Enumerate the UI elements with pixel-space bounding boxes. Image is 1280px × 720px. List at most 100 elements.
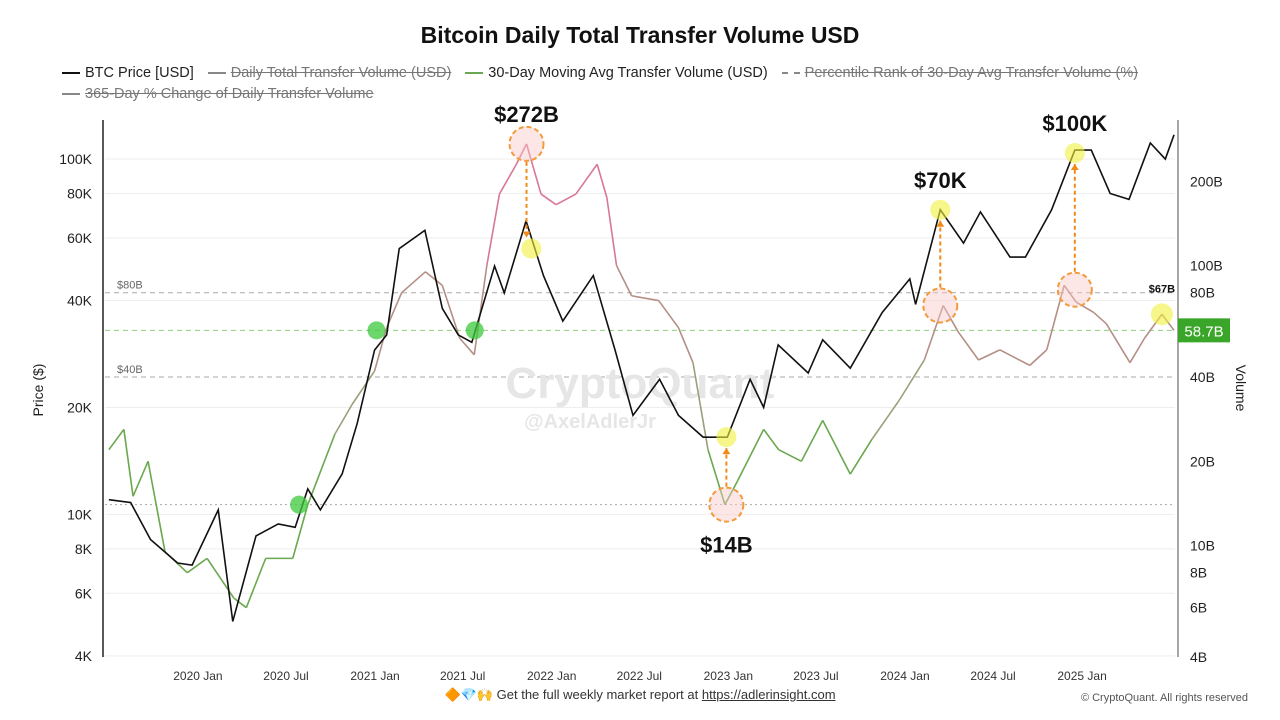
legend-label: 30-Day Moving Avg Transfer Volume (USD)	[488, 65, 768, 81]
annotation-label: $100K	[1042, 111, 1107, 136]
legend-swatch	[62, 93, 80, 96]
volume-ma-segment	[515, 143, 528, 165]
volume-ma-segment	[1029, 349, 1048, 366]
y-left-tick-label: 100K	[59, 151, 92, 167]
legend-label: BTC Price [USD]	[85, 65, 194, 81]
volume-ma-segment	[800, 419, 824, 462]
btc-price-line	[108, 134, 1175, 622]
volume-ma-segment	[108, 428, 125, 451]
volume-ma-segment	[291, 504, 309, 559]
y-right-tick-label: 20B	[1190, 453, 1215, 469]
volume-ma-segment	[401, 271, 426, 294]
price-highlight-circle	[1064, 143, 1085, 164]
volume-ma-segment	[459, 337, 475, 356]
volume-ma-segment	[736, 429, 765, 482]
y-right-tick-label: 6B	[1190, 600, 1207, 616]
cross-point-marker	[367, 321, 386, 340]
price-highlight-circle	[716, 427, 737, 448]
y-left-tick-label: 6K	[75, 585, 93, 601]
x-tick-label: 2024 Jan	[880, 669, 929, 683]
y-right-tick-label: 100B	[1190, 258, 1223, 274]
volume-highlight-circle	[1056, 271, 1093, 308]
watermark-handle: @AxelAdlerJr	[524, 411, 656, 433]
volume-ma-segment	[555, 193, 577, 206]
x-tick-label: 2023 Jul	[793, 669, 838, 683]
volume-ma-segment	[1105, 323, 1131, 364]
volume-ma-segment	[147, 461, 166, 552]
volume-ma-segment	[525, 143, 542, 195]
footer-emoji: 🔶💎🙌	[444, 687, 494, 702]
legend-label: Daily Total Transfer Volume (USD)	[230, 65, 452, 81]
price-highlight-circle	[521, 238, 542, 259]
legend-item[interactable]: Daily Total Transfer Volume (USD)	[207, 63, 452, 84]
arrow-head	[522, 231, 531, 238]
y-right-tick-label: 200B	[1190, 173, 1223, 189]
legend-item[interactable]: 30-Day Moving Avg Transfer Volume (USD)	[465, 63, 768, 84]
x-tick-label: 2025 Jan	[1057, 669, 1106, 683]
x-tick-label: 2022 Jan	[527, 669, 576, 683]
volume-ma-segment	[707, 449, 726, 505]
volume-ma-segment	[441, 285, 461, 339]
y-left-tick-label: 8K	[75, 541, 93, 557]
annotation-label: $70K	[914, 168, 967, 193]
volume-ma-segment	[245, 558, 267, 608]
watermark: CryptoQuant	[506, 359, 775, 408]
y-left-tick-label: 60K	[67, 230, 93, 246]
copyright: © CryptoQuant. All rights reserved	[1080, 692, 1248, 704]
volume-highlight-circle	[708, 486, 745, 523]
legend-swatch	[62, 72, 80, 75]
volume-ma-segment	[1045, 285, 1065, 351]
x-tick-label: 2020 Jul	[263, 669, 308, 683]
current-value-badge	[1178, 318, 1230, 343]
volume-ma-segment	[724, 480, 739, 506]
cross-point-marker	[465, 321, 484, 340]
volume-ma-segment	[424, 271, 443, 286]
volume-ma-segment	[871, 399, 900, 440]
legend-label: Percentile Rank of 30-Day Avg Transfer V…	[804, 65, 1139, 81]
volume-ma-segment	[778, 448, 802, 462]
volume-ma-segment	[1075, 301, 1095, 314]
volume-ma-segment	[596, 164, 608, 198]
volume-ma-segment	[373, 327, 388, 372]
volume-ma-segment	[123, 429, 134, 497]
volume-ma-segment	[606, 197, 618, 266]
price-highlight-circle	[1150, 303, 1173, 326]
volume-ma-segment	[186, 557, 208, 574]
volume-ma-segment	[631, 294, 659, 302]
footer-link[interactable]: https://adlerinsight.com	[701, 687, 836, 702]
volume-ma-segment	[999, 349, 1031, 367]
volume-ma-segment	[473, 265, 488, 355]
volume-ma-segment	[821, 419, 851, 475]
arrow-head	[1070, 164, 1079, 171]
volume-ma-segment	[763, 428, 780, 451]
legend-item[interactable]: Percentile Rank of 30-Day Avg Transfer V…	[781, 63, 1139, 84]
y-right-tick-label: 8B	[1190, 565, 1207, 581]
volume-ma-segment	[351, 370, 376, 405]
legend-item[interactable]: BTC Price [USD]	[62, 63, 194, 84]
y-right-tick-label: 40B	[1190, 369, 1215, 385]
x-tick-label: 2021 Jan	[350, 669, 399, 683]
legend: BTC Price [USD] Daily Total Transfer Volu…	[62, 63, 1242, 105]
annotation-label: $14B	[700, 533, 753, 558]
legend-swatch	[465, 72, 484, 75]
chart-title: Bitcoin Daily Total Transfer Volume USD	[420, 22, 860, 48]
legend-item[interactable]: 365-Day % Change of Daily Transfer Volum…	[62, 84, 374, 105]
y-left-tick-label: 40K	[67, 292, 93, 308]
cross-point-marker	[290, 495, 309, 514]
volume-ma-segment	[1093, 311, 1107, 325]
legend-swatch	[207, 72, 226, 75]
y-right-tick-label: 10B	[1190, 538, 1215, 554]
volume-ma-segment	[898, 359, 925, 401]
y-left-axis-title: Price ($)	[30, 364, 46, 417]
arrow-head	[722, 448, 731, 455]
y-left-tick-label: 10K	[67, 506, 93, 522]
volume-ma-segment	[307, 433, 336, 505]
volume-ma-segment	[957, 331, 980, 361]
volume-ma-segment	[498, 163, 518, 195]
y-left-tick-label: 80K	[67, 185, 93, 201]
arrow-head	[936, 220, 945, 227]
volume-ma-segment	[657, 300, 680, 329]
reference-line-label: $40B	[117, 364, 143, 376]
volume-ma-segment	[1063, 284, 1077, 303]
